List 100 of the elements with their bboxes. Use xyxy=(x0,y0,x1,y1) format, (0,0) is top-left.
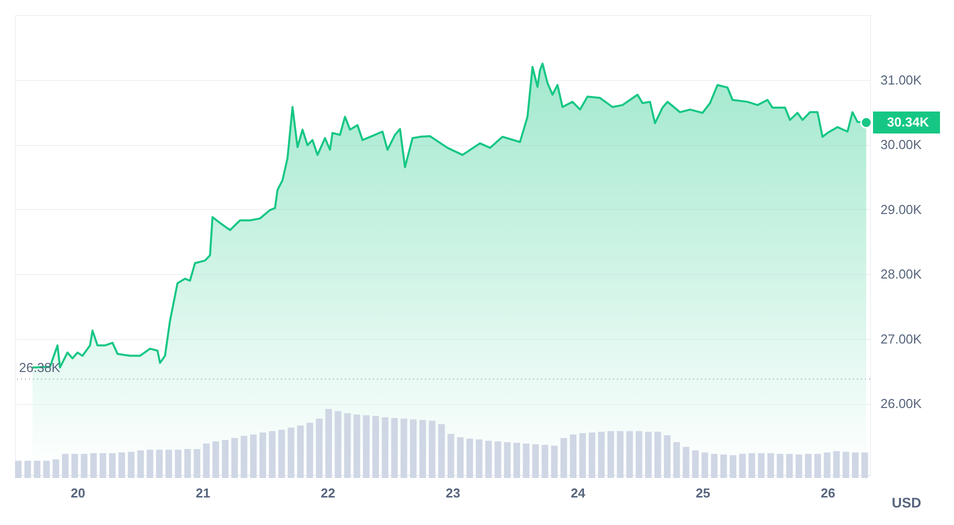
bar xyxy=(476,439,482,478)
bar xyxy=(362,415,370,478)
bar xyxy=(645,432,652,478)
bar xyxy=(607,431,614,478)
bar xyxy=(128,452,134,478)
bar xyxy=(861,452,868,478)
bar xyxy=(71,454,78,478)
bar xyxy=(598,432,605,478)
bar xyxy=(739,454,746,478)
bar xyxy=(804,454,812,478)
bar xyxy=(710,454,718,478)
x-tick-label: 21 xyxy=(196,486,210,500)
bar xyxy=(268,431,276,478)
bar xyxy=(400,418,408,478)
x-tick-label: 26 xyxy=(820,486,836,500)
bar xyxy=(560,438,568,478)
y-axis-title: USD xyxy=(892,494,922,510)
bar xyxy=(796,454,802,478)
y-tick-label: 26.00K xyxy=(880,396,922,412)
bar xyxy=(334,411,342,478)
bar xyxy=(448,434,454,478)
bar xyxy=(852,452,859,478)
bar xyxy=(720,454,727,478)
bar xyxy=(156,450,163,478)
bar xyxy=(203,444,210,478)
bar xyxy=(297,426,304,478)
bar xyxy=(34,460,40,478)
bar xyxy=(532,444,539,478)
bar xyxy=(137,450,144,478)
bar xyxy=(551,446,558,478)
bar xyxy=(146,450,154,478)
bar xyxy=(504,442,511,478)
bar xyxy=(372,416,379,478)
bar xyxy=(579,433,586,478)
x-tick-label: 25 xyxy=(696,486,710,500)
bar xyxy=(654,432,662,478)
bar xyxy=(786,454,793,478)
bar xyxy=(391,418,398,478)
bar xyxy=(692,450,699,478)
bar xyxy=(174,450,182,478)
bar xyxy=(250,434,257,478)
bar xyxy=(52,459,60,478)
bar xyxy=(438,424,445,478)
bar xyxy=(636,431,642,478)
bar xyxy=(165,450,172,478)
bar xyxy=(542,444,548,478)
bar xyxy=(814,454,821,478)
bar xyxy=(702,452,708,478)
bar xyxy=(824,452,830,478)
bar xyxy=(758,453,765,478)
bar xyxy=(457,437,464,478)
bar xyxy=(466,438,474,478)
bar xyxy=(626,431,633,478)
bar xyxy=(748,453,756,478)
bar xyxy=(513,442,520,478)
x-tick-label: 20 xyxy=(70,486,86,500)
bar xyxy=(522,444,530,478)
x-tick-label: 22 xyxy=(320,486,336,500)
bar xyxy=(240,436,248,478)
bar xyxy=(730,455,736,478)
bar xyxy=(100,453,106,478)
bar xyxy=(485,440,492,478)
bar xyxy=(616,431,624,478)
bar xyxy=(382,417,388,478)
bar xyxy=(260,432,266,478)
y-tick-label: 27.00K xyxy=(880,331,922,346)
bar xyxy=(842,452,850,478)
y-tick-label: 31.00K xyxy=(880,72,922,88)
y-tick-label: 28.00K xyxy=(880,266,922,282)
bar xyxy=(682,446,690,478)
bar xyxy=(494,441,502,478)
bar xyxy=(15,460,22,478)
bar xyxy=(109,453,116,478)
bar xyxy=(410,419,417,478)
annotation: 30.34K xyxy=(887,114,930,130)
bar xyxy=(419,420,426,478)
bar xyxy=(570,434,576,478)
x-tick-label: 23 xyxy=(446,486,460,500)
bar xyxy=(184,449,191,478)
bar xyxy=(767,453,774,478)
bar xyxy=(43,460,50,478)
bar xyxy=(212,441,220,478)
ref-line-label: 26.38K xyxy=(19,360,61,376)
bar xyxy=(231,438,238,478)
bar xyxy=(62,454,69,478)
bar xyxy=(194,449,200,478)
bar xyxy=(344,413,351,478)
bar xyxy=(588,432,596,478)
bar xyxy=(278,430,285,478)
y-tick-label: 29.00K xyxy=(880,202,922,217)
y-tick-label: 30.00K xyxy=(880,137,922,152)
bar xyxy=(288,428,294,478)
x-tick-label: 24 xyxy=(570,486,586,500)
bar xyxy=(306,422,314,478)
bar xyxy=(118,452,126,478)
bar xyxy=(222,440,228,478)
bar xyxy=(316,418,323,478)
bar xyxy=(664,435,671,478)
bar xyxy=(776,454,784,478)
bar xyxy=(90,453,97,478)
